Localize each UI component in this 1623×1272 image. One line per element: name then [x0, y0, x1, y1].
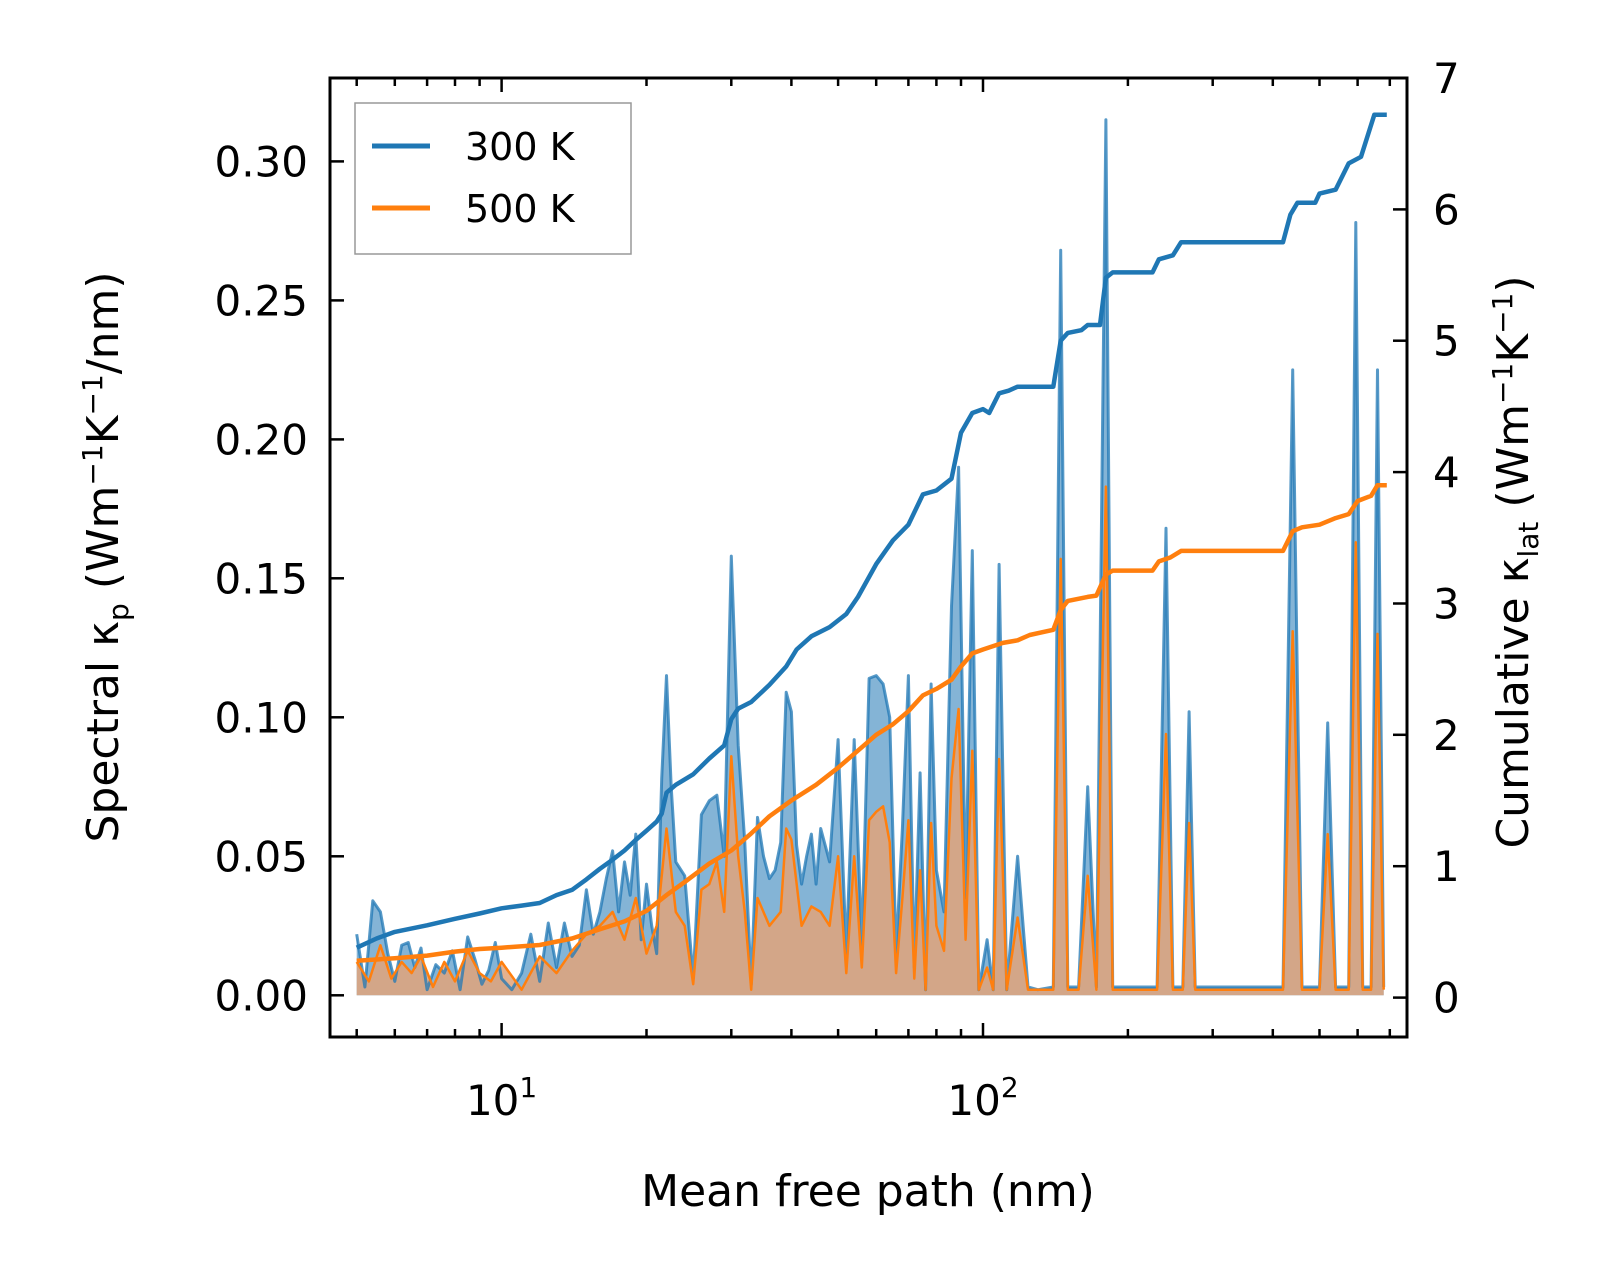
- y-right-tick-label: 7: [1433, 54, 1460, 103]
- plot-frame: [328, 76, 1409, 1039]
- spectral-500k-line: [355, 485, 1385, 991]
- y-right-tick-label: 1: [1433, 842, 1460, 891]
- y-left-tick-label: 0.05: [214, 832, 308, 881]
- y-right-tick-label: 3: [1433, 580, 1460, 629]
- legend-label-300k: 300 K: [465, 125, 576, 169]
- y-left-tick-label: 0.20: [214, 415, 308, 464]
- plot-area: [355, 112, 1387, 996]
- y-right-tick-label: 0: [1433, 974, 1460, 1023]
- y-axis-left-label: Spectral κp (Wm−1K−1/nm): [76, 271, 135, 842]
- y-right-tick-label: 4: [1433, 448, 1460, 497]
- x-tick-label: 102: [947, 1071, 1018, 1125]
- y-left-tick-label: 0.15: [214, 554, 308, 603]
- legend-box: [354, 102, 632, 255]
- y-left-tick-label: 0.10: [214, 693, 308, 742]
- y-right-tick-label: 5: [1433, 317, 1460, 366]
- y-left-tick-label: 0.00: [214, 971, 308, 1020]
- legend: 300 K 500 K: [354, 102, 632, 255]
- x-tick-label: 101: [466, 1071, 537, 1125]
- y-right-tick-label: 2: [1433, 711, 1460, 760]
- spectral-300k-line: [355, 118, 1386, 992]
- y-left-tick-label: 0.25: [214, 276, 308, 325]
- cumulative-300k-line: [355, 112, 1387, 950]
- y-right-tick-label: 6: [1433, 185, 1460, 234]
- y-left-tick-label: 0.30: [214, 137, 308, 186]
- spectral-500k-fill: [356, 486, 1384, 996]
- legend-label-500k: 500 K: [465, 187, 576, 231]
- cumulative-500k-line: [356, 482, 1387, 964]
- x-axis-label: Mean free path (nm): [641, 1166, 1095, 1217]
- y-axis-right-label: Cumulative κlat (Wm−1K−1): [1486, 275, 1545, 848]
